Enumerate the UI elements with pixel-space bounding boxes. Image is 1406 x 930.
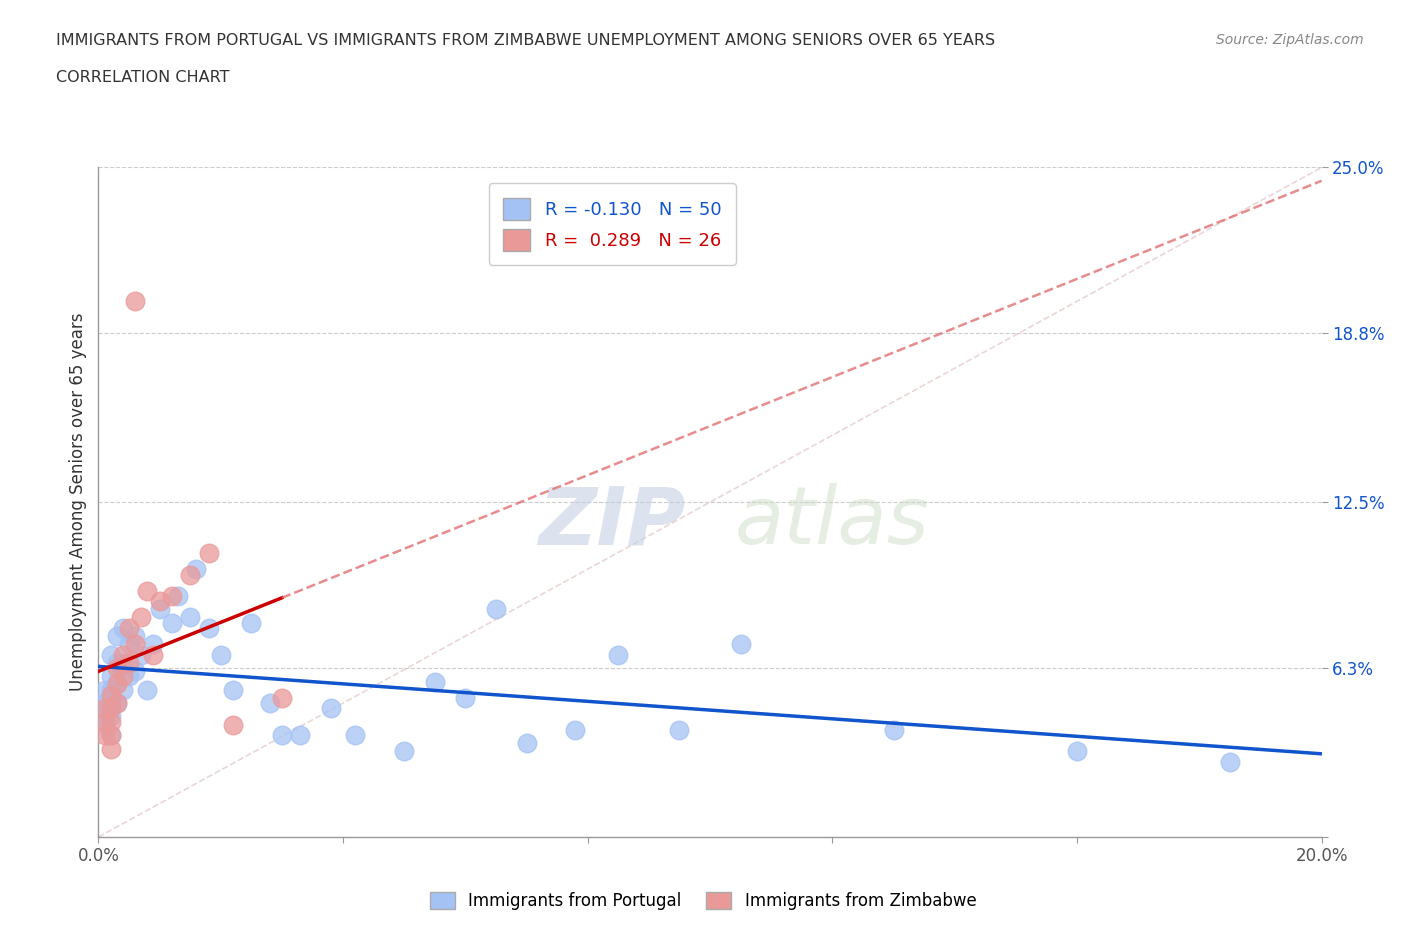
Point <box>883 723 905 737</box>
Point <box>730 637 752 652</box>
Point <box>454 690 477 705</box>
Point <box>160 616 183 631</box>
Point <box>100 696 122 711</box>
Text: IMMIGRANTS FROM PORTUGAL VS IMMIGRANTS FROM ZIMBABWE UNEMPLOYMENT AMONG SENIORS : IMMIGRANTS FROM PORTUGAL VS IMMIGRANTS F… <box>56 33 995 47</box>
Y-axis label: Unemployment Among Seniors over 65 years: Unemployment Among Seniors over 65 years <box>69 313 87 691</box>
Point <box>222 717 245 732</box>
Point <box>100 728 122 743</box>
Point <box>142 647 165 662</box>
Point <box>100 709 122 724</box>
Point <box>111 669 134 684</box>
Point <box>319 701 342 716</box>
Point <box>423 674 446 689</box>
Point <box>93 701 115 716</box>
Point <box>100 714 122 729</box>
Point <box>607 647 630 662</box>
Point <box>100 741 122 756</box>
Text: CORRELATION CHART: CORRELATION CHART <box>56 70 229 85</box>
Point <box>111 656 134 671</box>
Point <box>564 723 586 737</box>
Point <box>136 583 159 598</box>
Point <box>111 647 134 662</box>
Point <box>668 723 690 737</box>
Point <box>118 620 141 635</box>
Point <box>179 567 201 582</box>
Point <box>105 656 128 671</box>
Point <box>105 674 128 689</box>
Point <box>129 647 152 662</box>
Point <box>118 656 141 671</box>
Point <box>93 717 115 732</box>
Point <box>197 620 219 635</box>
Point <box>222 683 245 698</box>
Point <box>105 629 128 644</box>
Point <box>93 714 115 729</box>
Legend: Immigrants from Portugal, Immigrants from Zimbabwe: Immigrants from Portugal, Immigrants fro… <box>423 885 983 917</box>
Point <box>270 690 292 705</box>
Point <box>100 647 122 662</box>
Point <box>100 669 122 684</box>
Point <box>149 602 172 617</box>
Point <box>100 701 122 716</box>
Point <box>93 728 115 743</box>
Point <box>118 637 141 652</box>
Point <box>179 610 201 625</box>
Point <box>1219 754 1241 769</box>
Point <box>93 696 115 711</box>
Point <box>124 663 146 678</box>
Point <box>240 616 263 631</box>
Text: ZIP: ZIP <box>538 484 686 562</box>
Point <box>344 728 367 743</box>
Legend: R = -0.130   N = 50, R =  0.289   N = 26: R = -0.130 N = 50, R = 0.289 N = 26 <box>489 183 735 265</box>
Point <box>186 562 208 577</box>
Point <box>485 602 508 617</box>
Point <box>105 677 128 692</box>
Text: Source: ZipAtlas.com: Source: ZipAtlas.com <box>1216 33 1364 46</box>
Point <box>111 620 134 635</box>
Point <box>259 696 281 711</box>
Point <box>209 647 232 662</box>
Point <box>100 728 122 743</box>
Point <box>124 637 146 652</box>
Point <box>93 683 115 698</box>
Point <box>124 294 146 309</box>
Point <box>118 669 141 684</box>
Point <box>516 736 538 751</box>
Point <box>160 589 183 604</box>
Point <box>149 594 172 609</box>
Point <box>167 589 190 604</box>
Point <box>105 661 128 676</box>
Point <box>392 744 416 759</box>
Point <box>111 683 134 698</box>
Point <box>129 610 152 625</box>
Point <box>105 696 128 711</box>
Point <box>142 637 165 652</box>
Point <box>197 546 219 561</box>
Point <box>124 629 146 644</box>
Point <box>136 683 159 698</box>
Point <box>105 696 128 711</box>
Point <box>93 701 115 716</box>
Point <box>270 728 292 743</box>
Point <box>1066 744 1088 759</box>
Point <box>290 728 312 743</box>
Point <box>100 687 122 702</box>
Point <box>100 683 122 698</box>
Text: atlas: atlas <box>735 484 929 562</box>
